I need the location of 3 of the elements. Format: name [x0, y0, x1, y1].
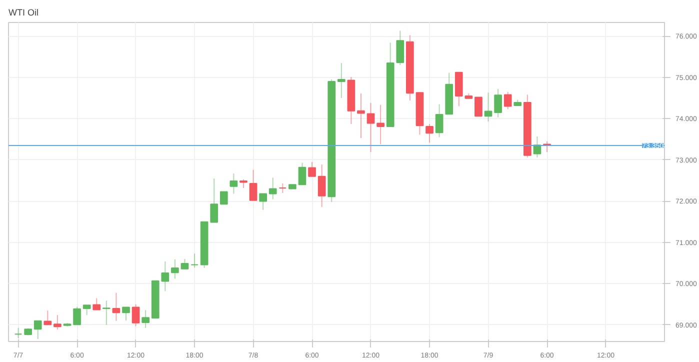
chart-title: WTI Oil: [8, 8, 38, 18]
candlestick: [220, 191, 228, 205]
candlestick: [474, 96, 482, 117]
